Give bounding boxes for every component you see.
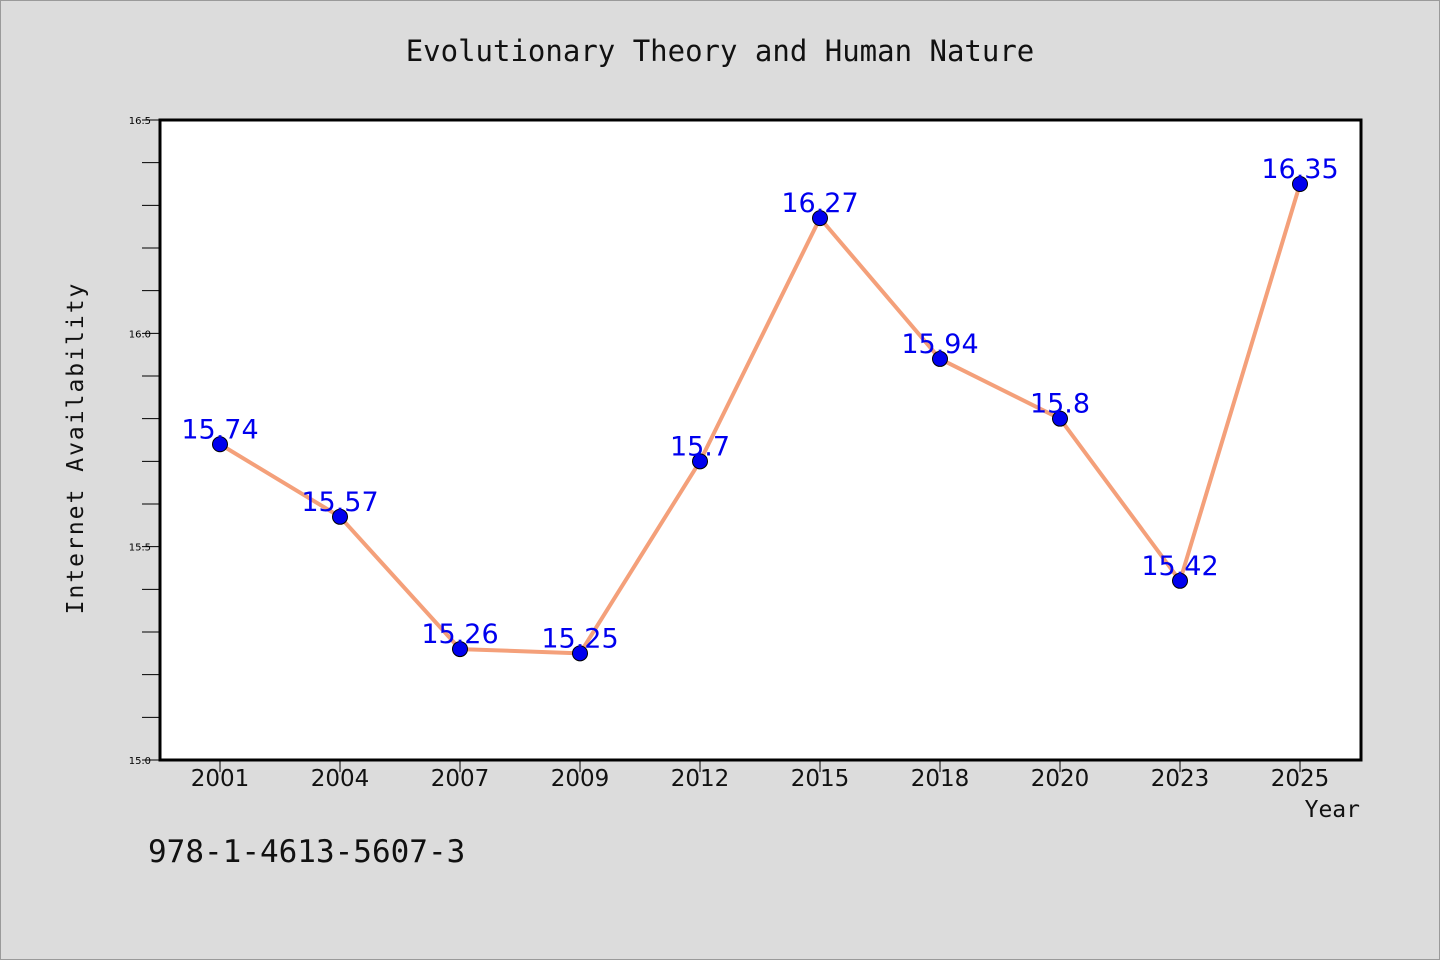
data-point (1172, 572, 1188, 589)
data-point (692, 453, 708, 470)
series-line (218, 183, 1302, 656)
x-axis-label: Year (1304, 797, 1360, 823)
data-point (1052, 410, 1068, 427)
y-tick-label: 16.5 (129, 116, 151, 127)
data-point (572, 645, 588, 662)
data-point (1292, 176, 1308, 192)
x-tick-label: 2015 (791, 766, 850, 792)
data-label: 15.7 (670, 431, 730, 462)
data-label: 15.57 (301, 487, 378, 518)
x-tick-label: 2004 (311, 766, 370, 792)
x-tick-label: 2018 (911, 766, 970, 792)
data-point (332, 508, 348, 525)
data-point (452, 641, 468, 658)
x-tick-label: 2020 (1031, 766, 1090, 792)
data-point (932, 350, 948, 367)
y-tick-label: 15.5 (129, 543, 151, 554)
x-tick-label: 2023 (1151, 766, 1210, 792)
x-tick-label: 2007 (431, 766, 490, 792)
data-point (212, 436, 228, 453)
x-tick-label: 2001 (191, 766, 250, 792)
data-label: 15.42 (1141, 551, 1218, 582)
plot-area (158, 118, 1363, 762)
x-tick-label: 2025 (1271, 766, 1330, 792)
data-label: 16.35 (1261, 154, 1338, 185)
chart-title: Evolutionary Theory and Human Nature (405, 34, 1035, 68)
x-tick-label: 2009 (551, 766, 610, 792)
data-label: 15.25 (541, 623, 618, 654)
x-tick-label: 2012 (671, 766, 730, 792)
y-tick-label: 16.0 (129, 329, 151, 340)
data-label: 16.27 (781, 188, 858, 219)
data-label: 15.74 (181, 414, 258, 445)
data-label: 15.8 (1030, 389, 1090, 420)
data-label: 15.26 (421, 619, 498, 650)
data-label: 15.94 (901, 329, 978, 360)
isbn-text: 978-1-4613-5607-3 (148, 834, 466, 870)
data-point (812, 210, 828, 227)
y-tick-label: 15.0 (129, 756, 151, 767)
